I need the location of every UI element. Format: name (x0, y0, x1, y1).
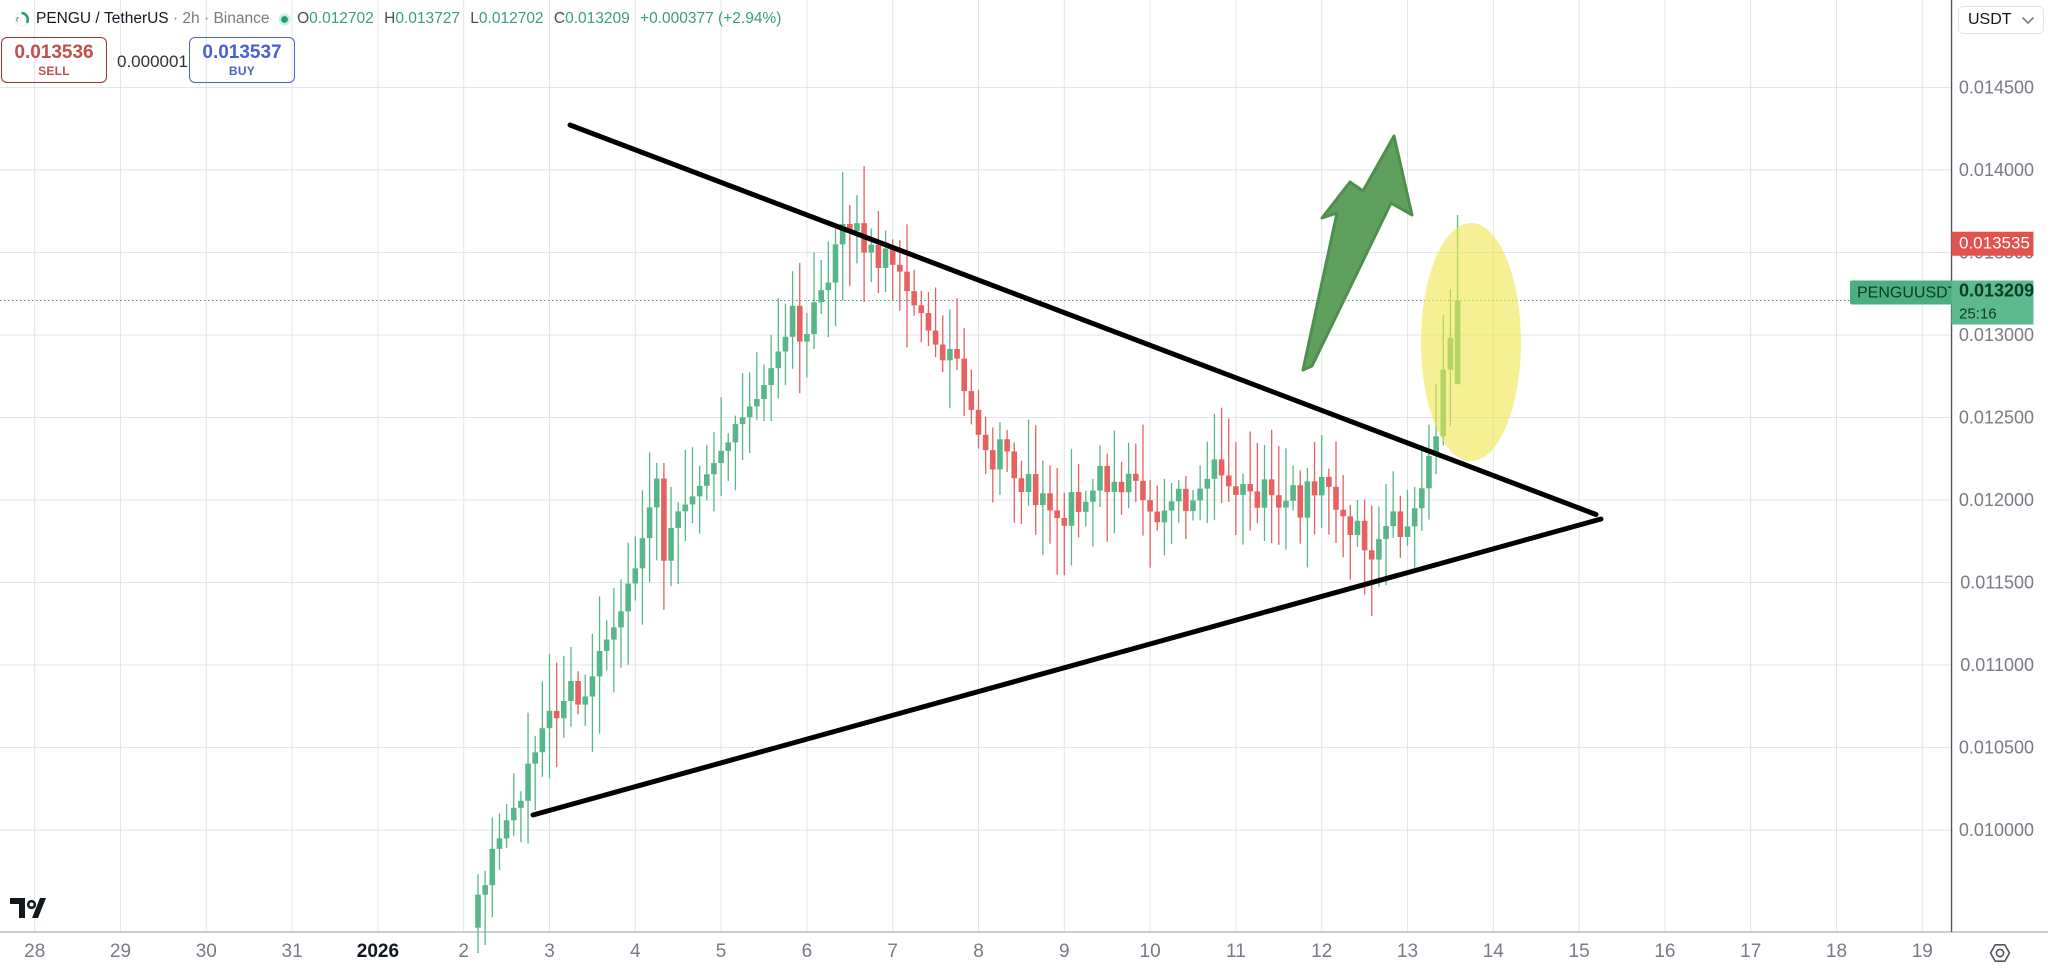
svg-text:0.013000: 0.013000 (1959, 325, 2034, 345)
svg-text:0.012500: 0.012500 (1959, 408, 2034, 428)
svg-text:0.012000: 0.012000 (1959, 490, 2034, 510)
svg-text:2: 2 (458, 941, 469, 962)
svg-text:16: 16 (1654, 941, 1675, 962)
svg-text:0.013535: 0.013535 (1959, 234, 2030, 253)
svg-text:12: 12 (1311, 941, 1332, 962)
svg-text:25:16: 25:16 (1959, 306, 1997, 323)
svg-text:31: 31 (282, 941, 303, 962)
svg-text:3: 3 (544, 941, 555, 962)
svg-text:0.010500: 0.010500 (1959, 738, 2034, 758)
svg-text:8: 8 (973, 941, 984, 962)
svg-text:9: 9 (1059, 941, 1070, 962)
svg-text:11: 11 (1226, 941, 1246, 962)
svg-text:28: 28 (24, 941, 45, 962)
svg-text:30: 30 (196, 941, 217, 962)
svg-text:5: 5 (716, 941, 727, 962)
svg-text:29: 29 (110, 941, 131, 962)
svg-text:15: 15 (1569, 941, 1590, 962)
svg-text:0.013209: 0.013209 (1959, 281, 2034, 301)
svg-text:13: 13 (1397, 941, 1418, 962)
svg-text:0.014000: 0.014000 (1959, 160, 2034, 180)
svg-text:4: 4 (630, 941, 641, 962)
svg-text:7: 7 (887, 941, 898, 962)
svg-text:6: 6 (802, 941, 813, 962)
svg-text:0.011000: 0.011000 (1960, 655, 2034, 675)
svg-text:10: 10 (1140, 941, 1161, 962)
svg-text:19: 19 (1912, 941, 1933, 962)
svg-text:0.014500: 0.014500 (1959, 78, 2034, 98)
svg-text:18: 18 (1826, 941, 1847, 962)
svg-text:0.011500: 0.011500 (1960, 573, 2034, 593)
svg-text:2026: 2026 (357, 941, 399, 962)
svg-text:PENGUUSDT: PENGUUSDT (1857, 285, 1958, 302)
svg-text:0.010000: 0.010000 (1959, 820, 2034, 840)
svg-text:14: 14 (1483, 941, 1505, 962)
svg-text:17: 17 (1740, 941, 1761, 962)
